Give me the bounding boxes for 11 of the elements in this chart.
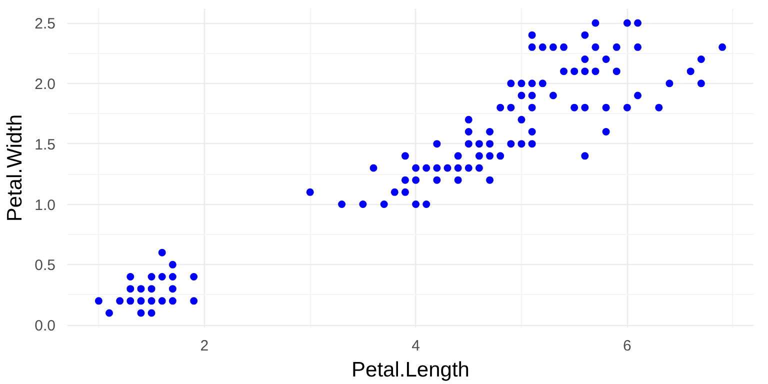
x-tick-label: 6 (623, 338, 632, 354)
y-tick-label: 0.0 (34, 318, 56, 335)
x-tick-label: 4 (412, 338, 420, 354)
y-tick-label: 0.5 (34, 257, 56, 274)
x-axis-title: Petal.Length (352, 358, 470, 382)
y-axis-title: Petal.Width (4, 114, 27, 222)
y-tick-label: 1.5 (34, 136, 56, 154)
x-tick-label: 2 (200, 338, 209, 354)
y-tick-label: 2.0 (34, 76, 56, 93)
y-tick-label: 1.0 (34, 196, 56, 214)
y-tick-label: 2.5 (34, 16, 56, 32)
